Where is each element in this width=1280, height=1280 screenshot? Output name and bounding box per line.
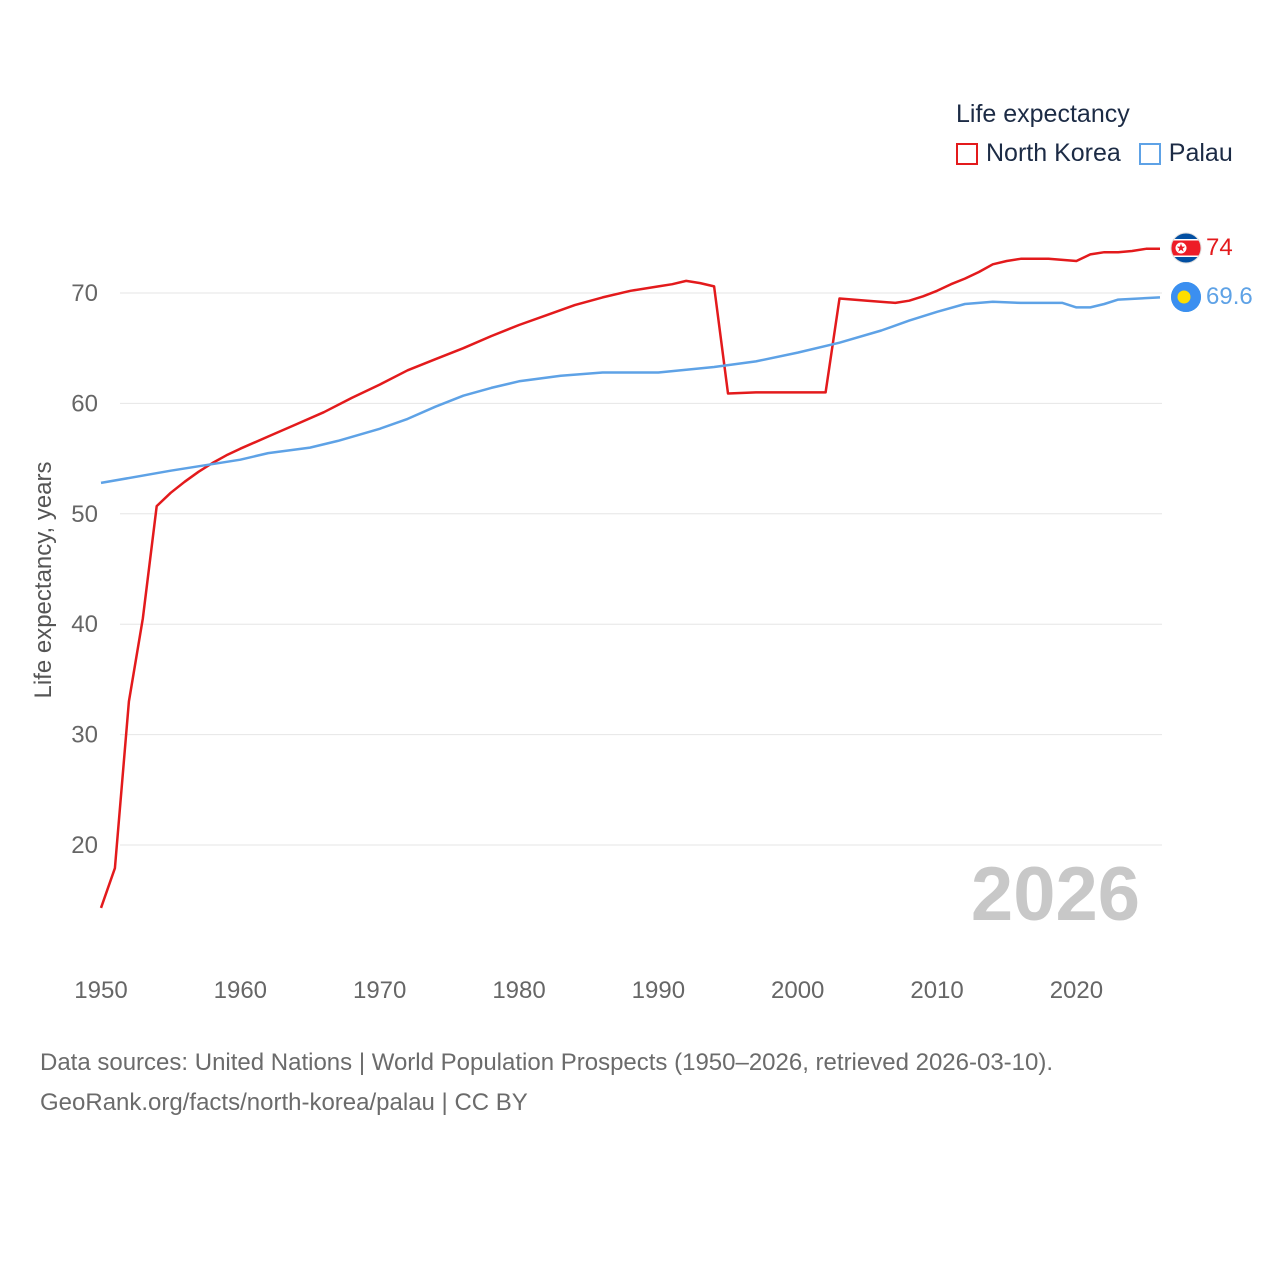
legend-item-north-korea[interactable]: North Korea (956, 139, 1121, 168)
x-tick-label: 2010 (910, 977, 963, 1004)
y-tick-label: 60 (71, 390, 98, 417)
x-tick-label: 1950 (74, 977, 127, 1004)
x-tick-label: 1970 (353, 977, 406, 1004)
north-korea-flag-icon (1170, 232, 1202, 264)
series-line-north-korea[interactable] (99, 247, 1160, 909)
x-tick-label: 2000 (771, 977, 824, 1004)
series-line-palau[interactable] (100, 296, 1161, 485)
x-tick-label: 1990 (632, 977, 685, 1004)
y-axis-label: Life expectancy, years (30, 461, 57, 698)
end-markers: 74 69.6 (1170, 232, 1253, 312)
data-sources-text: Data sources: United Nations | World Pop… (40, 1049, 1054, 1076)
north-korea-end-label: 74 (1206, 234, 1233, 261)
y-tick-label: 40 (71, 611, 98, 638)
legend-title: Life expectancy (956, 100, 1130, 128)
legend-label-north-korea: North Korea (986, 139, 1121, 167)
legend-swatch-north-korea (956, 142, 978, 165)
legend-swatch-palau (1138, 142, 1161, 165)
year-watermark: 2026 (971, 852, 1140, 937)
x-tick-label: 1960 (214, 977, 267, 1004)
source-link[interactable]: GeoRank.org/facts/north-korea/palau | CC… (40, 1089, 528, 1116)
palau-end-label: 69.6 (1206, 283, 1253, 310)
y-tick-label: 20 (71, 832, 98, 859)
legend: Life expectancy North Korea Palau (956, 100, 1251, 168)
legend-item-palau[interactable]: Palau (1138, 139, 1233, 168)
x-tick-label: 1980 (492, 977, 545, 1004)
y-tick-label: 30 (71, 722, 98, 749)
legend-label-palau: Palau (1168, 139, 1233, 167)
y-tick-label: 50 (71, 501, 98, 528)
palau-flag-icon (1171, 282, 1201, 312)
y-axis-ticks: 20 30 40 50 60 70 (71, 280, 98, 859)
series-lines (99, 247, 1161, 909)
x-tick-label: 2020 (1050, 977, 1103, 1004)
footer: Data sources: United Nations | World Pop… (40, 1043, 1053, 1123)
y-tick-label: 70 (71, 280, 98, 307)
x-axis-ticks: 1950 1960 1970 1980 1990 2000 2010 2020 (74, 977, 1103, 1004)
gridlines (120, 292, 1162, 846)
